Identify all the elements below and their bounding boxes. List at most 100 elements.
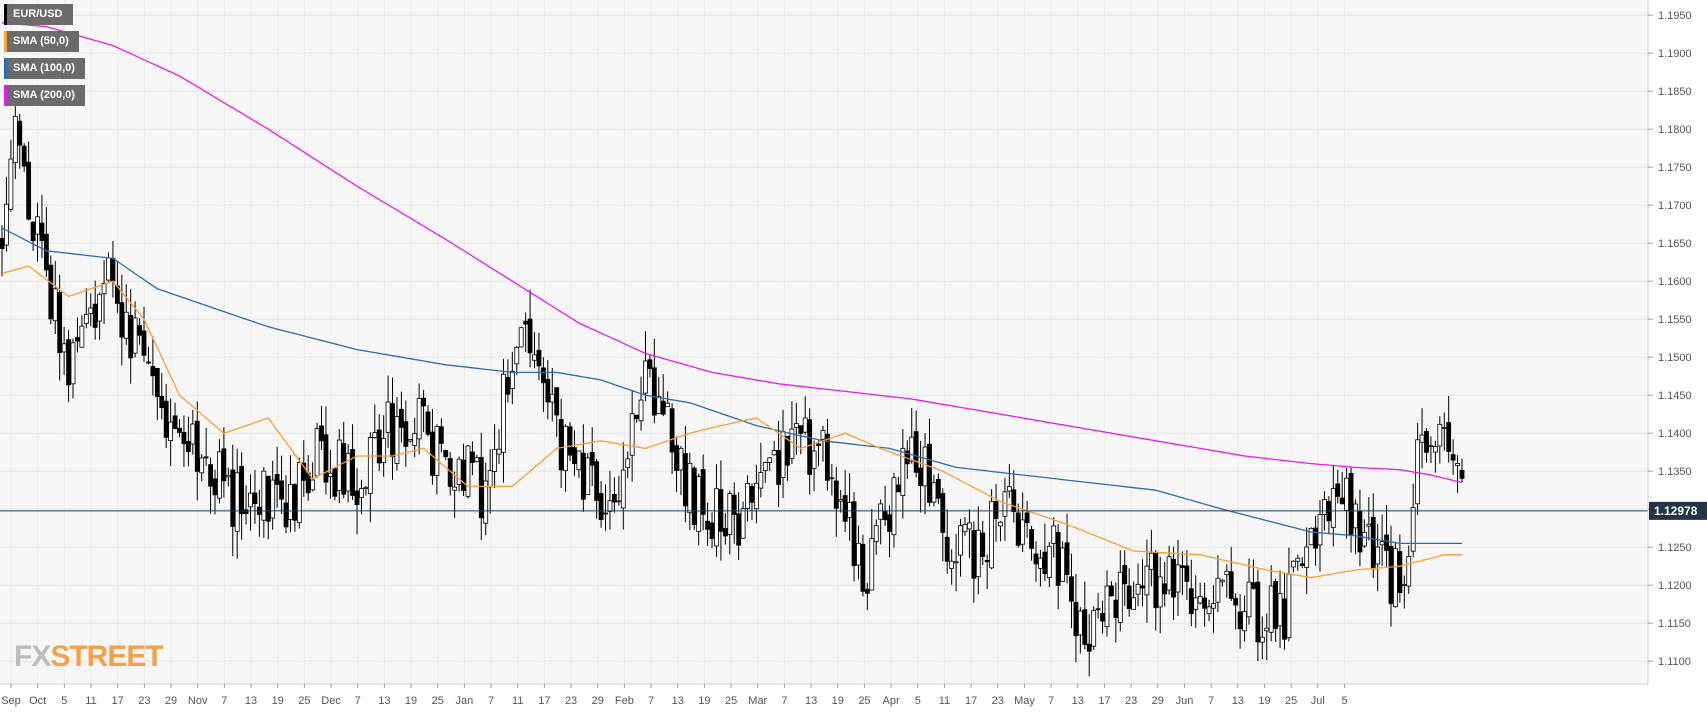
candle — [696, 473, 702, 546]
candle — [1273, 578, 1279, 643]
candle — [1290, 560, 1296, 573]
candle — [30, 221, 36, 251]
candle — [1215, 555, 1221, 613]
candle — [1171, 546, 1176, 621]
x-tick-label: 13 — [1072, 695, 1084, 707]
x-tick-label: 11 — [512, 695, 523, 707]
candle — [1455, 455, 1460, 493]
candle — [829, 464, 835, 496]
candle — [292, 483, 298, 532]
x-tick-label: 7 — [355, 695, 361, 707]
candle — [1428, 436, 1434, 464]
sma-50-line — [1, 265, 1462, 579]
candle — [851, 492, 857, 582]
candle — [869, 508, 875, 591]
candle — [1175, 539, 1181, 616]
candle — [1348, 467, 1354, 553]
candle — [634, 414, 639, 423]
x-tick-label: 5 — [61, 695, 67, 707]
candle — [1029, 525, 1034, 561]
candle — [984, 554, 990, 589]
candle — [1406, 545, 1412, 594]
x-tick-label: 23 — [992, 695, 1004, 707]
candle — [554, 387, 560, 437]
x-tick-label: Dec — [321, 695, 341, 707]
candle — [1197, 582, 1203, 605]
candle — [1353, 499, 1358, 555]
x-tick-label: 19 — [272, 695, 284, 707]
candle — [385, 375, 391, 448]
candle — [1419, 408, 1425, 469]
x-tick-label: 17 — [112, 695, 124, 707]
x-tick-label: 5 — [915, 695, 921, 707]
candle — [572, 430, 577, 477]
candle — [1219, 578, 1225, 587]
candle — [1011, 470, 1017, 523]
y-tick-label: 1.1650 — [1658, 238, 1692, 250]
candle — [1104, 570, 1110, 637]
candle — [1295, 554, 1301, 571]
last-price-tag: 1.12978 — [1649, 501, 1707, 520]
x-tick-label: Jul — [1311, 695, 1325, 707]
legend-item-sma50[interactable]: SMA (50,0) — [4, 31, 85, 52]
candle — [1095, 593, 1101, 619]
candle — [1401, 575, 1407, 609]
candle — [1211, 585, 1216, 633]
candle — [341, 421, 347, 499]
candle — [745, 475, 750, 522]
candle — [678, 445, 684, 496]
legend-item-eurusd[interactable]: EUR/USD — [4, 4, 85, 25]
candle — [1060, 541, 1066, 582]
candle — [172, 402, 178, 430]
candle — [687, 452, 693, 531]
candle — [656, 376, 662, 414]
candle — [873, 519, 879, 555]
candle — [1064, 513, 1070, 584]
candle — [1100, 600, 1105, 634]
x-tick-label: 7 — [488, 695, 494, 707]
candle — [505, 359, 511, 403]
x-tick-label: 13 — [805, 695, 817, 707]
candle — [1424, 428, 1429, 463]
candle — [398, 391, 404, 443]
candle — [771, 440, 777, 456]
candle — [1410, 483, 1416, 558]
candle — [323, 406, 329, 495]
candle — [563, 424, 568, 492]
candle — [625, 451, 631, 478]
candle — [301, 440, 307, 497]
candle — [1033, 541, 1039, 582]
candle — [221, 427, 227, 498]
y-tick-label: 1.1850 — [1658, 86, 1692, 98]
legend-item-sma100[interactable]: SMA (100,0) — [4, 58, 85, 79]
candle — [518, 326, 524, 348]
legend-sma200-label: SMA (200,0) — [4, 85, 85, 106]
candle — [1255, 569, 1261, 662]
candle — [208, 457, 213, 514]
legend-item-sma200[interactable]: SMA (200,0) — [4, 85, 85, 106]
candle — [949, 549, 955, 585]
candle — [452, 471, 458, 518]
candle — [61, 326, 67, 375]
candle — [376, 414, 382, 472]
candle — [993, 484, 999, 542]
candle — [421, 389, 426, 432]
candle — [722, 513, 728, 545]
grid-lines — [0, 0, 1648, 684]
candle — [1375, 523, 1381, 592]
candle — [1131, 581, 1137, 610]
candles — [0, 104, 1465, 677]
candle — [243, 485, 249, 525]
candle — [97, 292, 103, 340]
candle — [1330, 465, 1336, 547]
x-tick-label: Nov — [188, 695, 208, 707]
candle — [842, 470, 848, 533]
candle — [1077, 607, 1083, 654]
candle — [123, 284, 129, 345]
candle — [354, 468, 360, 535]
candle — [168, 398, 174, 466]
candle — [283, 475, 289, 534]
candle — [811, 440, 817, 492]
candle — [1082, 581, 1088, 650]
y-tick-label: 1.1800 — [1658, 124, 1692, 136]
